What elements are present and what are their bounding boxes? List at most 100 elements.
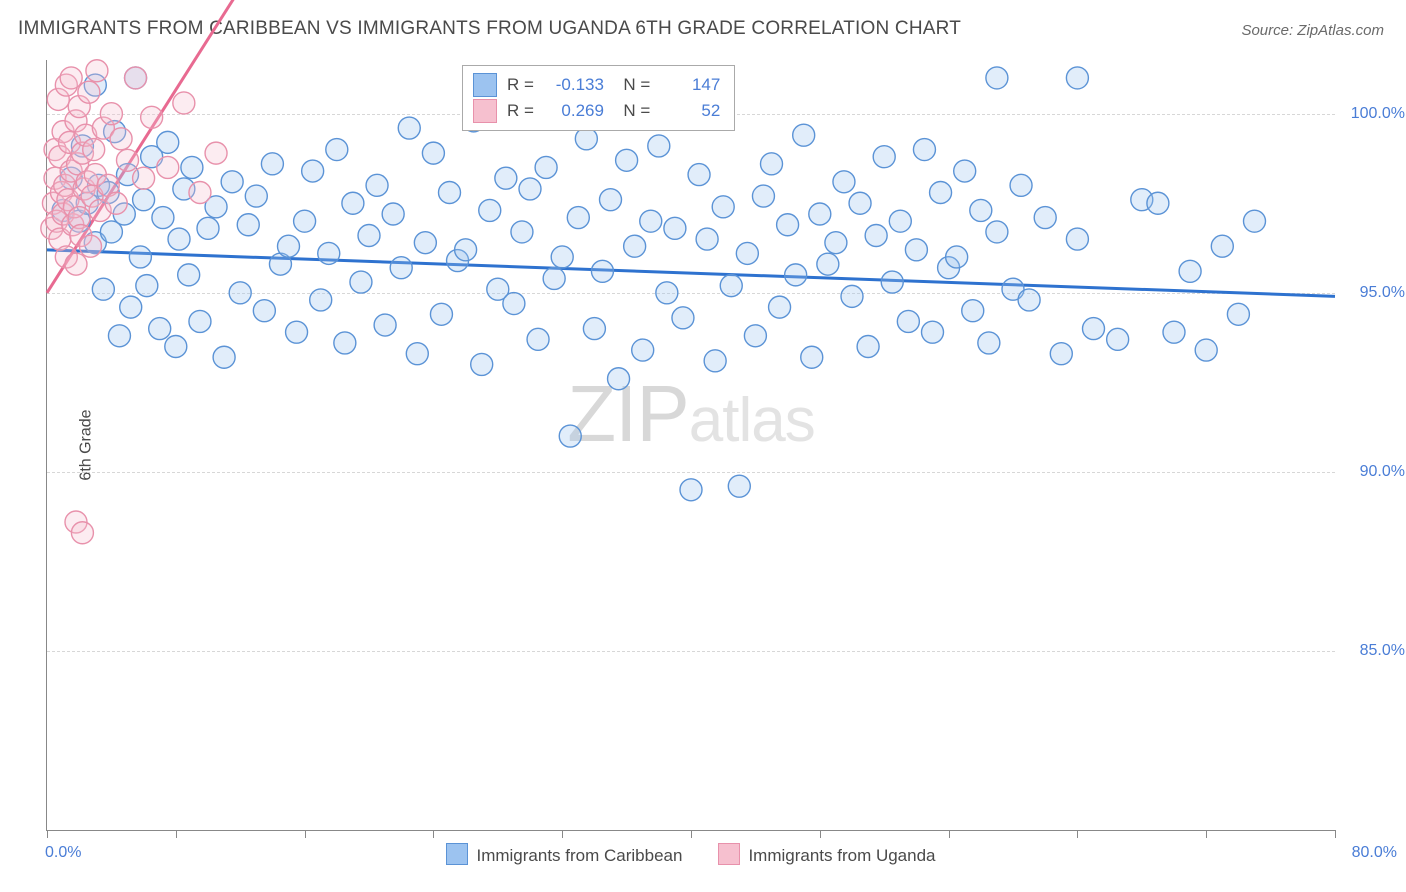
marker-caribbean [881, 271, 903, 293]
marker-caribbean [1211, 235, 1233, 257]
marker-caribbean [439, 182, 461, 204]
marker-caribbean [221, 171, 243, 193]
marker-uganda [71, 522, 93, 544]
marker-uganda [157, 156, 179, 178]
marker-uganda [141, 106, 163, 128]
marker-caribbean [390, 257, 412, 279]
marker-caribbean [728, 475, 750, 497]
y-tick-label: 100.0% [1345, 105, 1405, 123]
legend-item: Immigrants from Caribbean [446, 846, 682, 865]
marker-caribbean [286, 321, 308, 343]
marker-caribbean [543, 267, 565, 289]
marker-caribbean [253, 300, 275, 322]
series-legend: Immigrants from Caribbean Immigrants from… [47, 843, 1335, 866]
marker-caribbean [136, 275, 158, 297]
marker-caribbean [680, 479, 702, 501]
marker-caribbean [712, 196, 734, 218]
marker-uganda [173, 92, 195, 114]
marker-caribbean [785, 264, 807, 286]
marker-caribbean [157, 131, 179, 153]
marker-caribbean [720, 275, 742, 297]
y-tick-label: 90.0% [1345, 463, 1405, 481]
marker-caribbean [970, 199, 992, 221]
marker-caribbean [1147, 192, 1169, 214]
marker-caribbean [1244, 210, 1266, 232]
marker-caribbean [624, 235, 646, 257]
marker-caribbean [744, 325, 766, 347]
marker-caribbean [129, 246, 151, 268]
stats-row-uganda: R = 0.269 N = 52 [473, 98, 720, 124]
marker-caribbean [777, 214, 799, 236]
marker-caribbean [294, 210, 316, 232]
marker-caribbean [648, 135, 670, 157]
marker-caribbean [455, 239, 477, 261]
marker-caribbean [865, 224, 887, 246]
marker-caribbean [1083, 318, 1105, 340]
marker-uganda [133, 167, 155, 189]
marker-caribbean [752, 185, 774, 207]
x-tick [1335, 830, 1336, 838]
marker-caribbean [1018, 289, 1040, 311]
marker-caribbean [591, 260, 613, 282]
marker-caribbean [382, 203, 404, 225]
marker-uganda [100, 103, 122, 125]
marker-caribbean [152, 207, 174, 229]
marker-caribbean [954, 160, 976, 182]
marker-caribbean [350, 271, 372, 293]
marker-caribbean [1034, 207, 1056, 229]
marker-caribbean [229, 282, 251, 304]
marker-caribbean [825, 232, 847, 254]
marker-caribbean [120, 296, 142, 318]
legend-swatch [446, 843, 468, 865]
marker-caribbean [841, 285, 863, 307]
marker-caribbean [632, 339, 654, 361]
marker-caribbean [165, 336, 187, 358]
marker-uganda [86, 60, 108, 82]
marker-caribbean [422, 142, 444, 164]
marker-uganda [105, 192, 127, 214]
marker-caribbean [986, 221, 1008, 243]
marker-caribbean [503, 293, 525, 315]
marker-caribbean [905, 239, 927, 261]
marker-caribbean [535, 156, 557, 178]
marker-caribbean [793, 124, 815, 146]
marker-caribbean [922, 321, 944, 343]
marker-caribbean [519, 178, 541, 200]
marker-caribbean [149, 318, 171, 340]
marker-caribbean [688, 164, 710, 186]
marker-caribbean [527, 328, 549, 350]
marker-caribbean [261, 153, 283, 175]
marker-caribbean [1066, 67, 1088, 89]
marker-caribbean [92, 278, 114, 300]
marker-caribbean [583, 318, 605, 340]
marker-caribbean [479, 199, 501, 221]
marker-uganda [79, 235, 101, 257]
x-tick [562, 830, 563, 838]
x-tick [1077, 830, 1078, 838]
marker-caribbean [471, 353, 493, 375]
marker-caribbean [197, 217, 219, 239]
marker-caribbean [1010, 174, 1032, 196]
marker-caribbean [495, 167, 517, 189]
marker-caribbean [168, 228, 190, 250]
marker-caribbean [406, 343, 428, 365]
marker-caribbean [986, 67, 1008, 89]
x-tick [176, 830, 177, 838]
x-tick [820, 830, 821, 838]
marker-caribbean [575, 128, 597, 150]
r-value-caribbean: -0.133 [544, 72, 604, 98]
marker-caribbean [326, 139, 348, 161]
x-tick [691, 830, 692, 838]
marker-uganda [125, 67, 147, 89]
marker-caribbean [761, 153, 783, 175]
y-tick-label: 85.0% [1345, 642, 1405, 660]
chart-title: IMMIGRANTS FROM CARIBBEAN VS IMMIGRANTS … [18, 18, 961, 40]
marker-caribbean [551, 246, 573, 268]
marker-caribbean [398, 117, 420, 139]
marker-caribbean [511, 221, 533, 243]
marker-caribbean [1179, 260, 1201, 282]
stats-row-caribbean: R = -0.133 N = 147 [473, 72, 720, 98]
marker-caribbean [1050, 343, 1072, 365]
marker-uganda [78, 81, 100, 103]
legend-item: Immigrants from Uganda [718, 846, 935, 865]
